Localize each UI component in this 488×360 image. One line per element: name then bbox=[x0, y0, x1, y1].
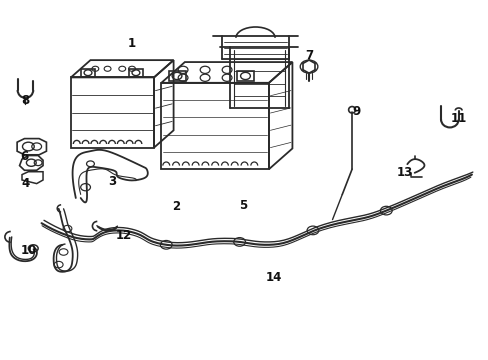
Bar bbox=[237, 71, 254, 81]
Text: 3: 3 bbox=[108, 175, 116, 188]
Text: 5: 5 bbox=[239, 199, 247, 212]
Text: 1: 1 bbox=[128, 37, 136, 50]
Bar bbox=[81, 69, 95, 77]
Text: 13: 13 bbox=[396, 166, 412, 179]
Bar bbox=[168, 71, 185, 81]
Bar bbox=[128, 69, 143, 77]
Text: 6: 6 bbox=[20, 150, 28, 163]
Text: 14: 14 bbox=[265, 271, 282, 284]
Text: 10: 10 bbox=[20, 244, 37, 257]
Text: 2: 2 bbox=[172, 201, 180, 213]
Text: 8: 8 bbox=[21, 94, 29, 107]
Text: 7: 7 bbox=[305, 49, 312, 62]
Text: 12: 12 bbox=[115, 229, 132, 242]
Text: 11: 11 bbox=[449, 112, 466, 125]
Text: 9: 9 bbox=[352, 105, 360, 118]
Text: 4: 4 bbox=[21, 177, 29, 190]
